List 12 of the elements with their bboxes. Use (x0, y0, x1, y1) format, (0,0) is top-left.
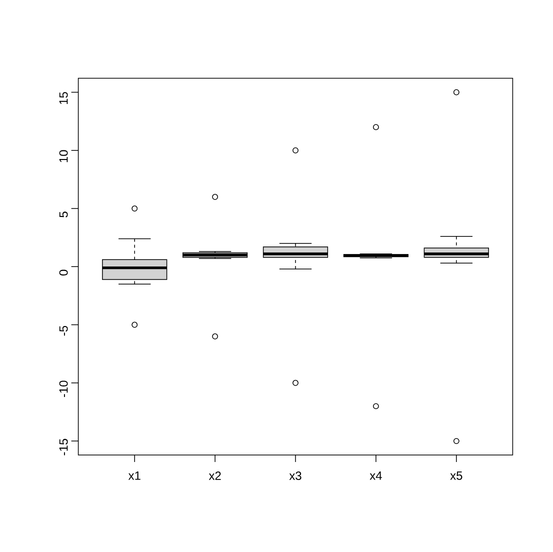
y-tick-label: 10 (59, 150, 68, 162)
y-tick-label: 5 (59, 212, 68, 218)
x-tick-label: x5 (450, 472, 462, 480)
x-tick-label: x3 (289, 472, 302, 480)
x-tick-label: x2 (208, 472, 221, 480)
x-tick-label: x4 (370, 472, 382, 480)
y-tick-label: -5 (59, 326, 68, 336)
y-tick-label: -15 (59, 438, 68, 456)
y-tick-label: 0 (59, 270, 68, 276)
y-tick-label: -10 (59, 380, 68, 398)
x-tick-label: x1 (128, 472, 140, 480)
y-tick-label: 15 (59, 92, 68, 104)
